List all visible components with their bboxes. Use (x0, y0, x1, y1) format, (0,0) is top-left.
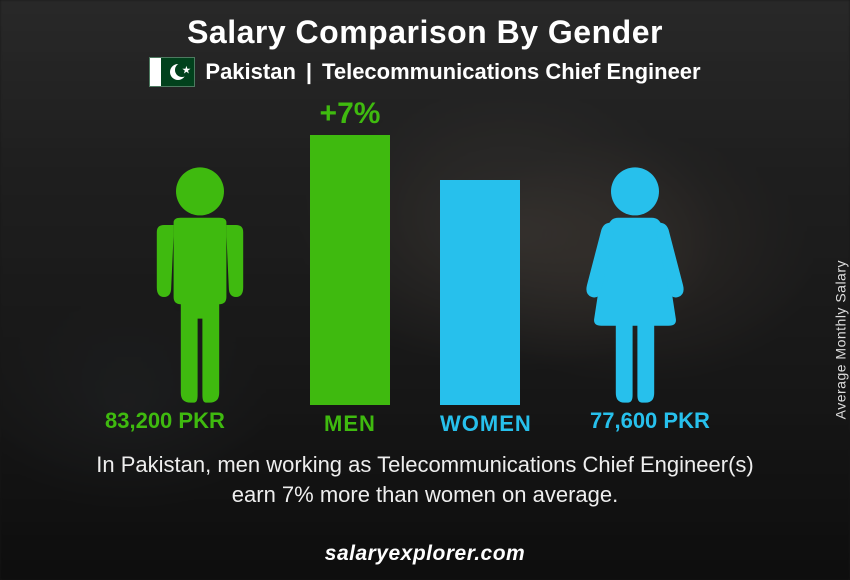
job-title-label: Telecommunications Chief Engineer (322, 59, 701, 85)
description-text: In Pakistan, men working as Telecommunic… (80, 450, 770, 509)
difference-label: +7% (310, 97, 390, 131)
country-label: Pakistan (205, 59, 296, 85)
main-title: Salary Comparison By Gender (0, 0, 850, 51)
subtitle-row: ★ Pakistan | Telecommunications Chief En… (0, 57, 850, 87)
bar-men: +7% MEN (310, 135, 390, 405)
salary-women-value: 77,600 PKR (590, 408, 710, 434)
separator: | (306, 59, 312, 85)
female-person-icon (575, 165, 695, 405)
footer-source: salaryexplorer.com (0, 542, 850, 566)
chart-area: +7% MEN WOMEN 83,200 PKR 77,600 PKR Aver… (0, 100, 850, 420)
y-axis-label: Average Monthly Salary (832, 260, 848, 419)
salary-men-value: 83,200 PKR (105, 408, 225, 434)
bar-women: WOMEN (440, 180, 520, 405)
pakistan-flag-icon: ★ (149, 57, 195, 87)
bar-women-label: WOMEN (440, 411, 520, 437)
male-person-icon (140, 165, 260, 405)
bar-men-label: MEN (310, 411, 390, 437)
infographic-content: Salary Comparison By Gender ★ Pakistan |… (0, 0, 850, 580)
